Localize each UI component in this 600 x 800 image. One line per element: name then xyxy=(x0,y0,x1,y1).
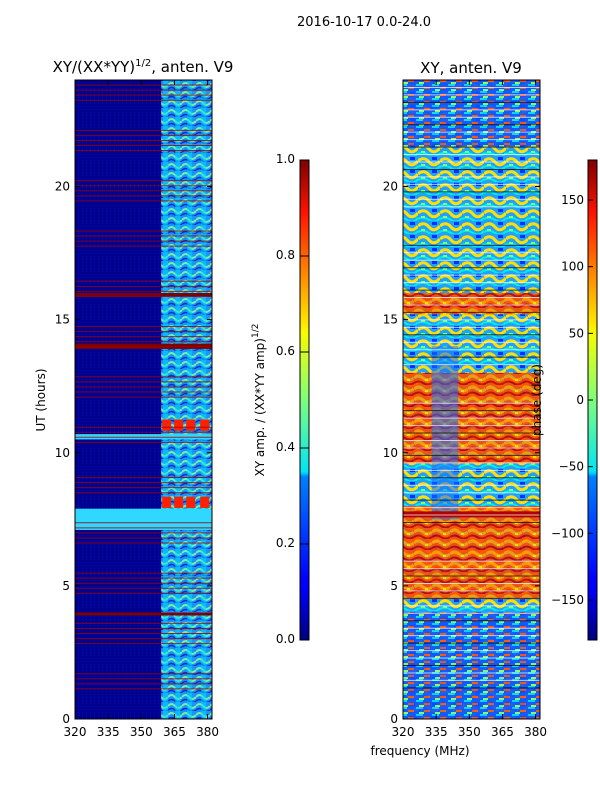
colorbar-tick-label: 0 xyxy=(576,393,584,407)
saturated-spot xyxy=(186,419,196,426)
saturated-spot xyxy=(186,496,196,503)
x-tick-label: 350 xyxy=(130,725,153,739)
amplitude-plot-frame xyxy=(74,79,213,720)
colorbar-tick-label: 0.4 xyxy=(276,440,295,454)
colorbar-tick-label: −50 xyxy=(559,460,584,474)
saturated-spot xyxy=(162,496,172,503)
amplitude-panel-title: XY/(XX*YY)1/2, anten. V9 xyxy=(53,58,234,76)
x-tick-label: 320 xyxy=(392,725,415,739)
saturated-spot xyxy=(174,419,184,426)
saturated-spot xyxy=(162,419,172,426)
phase-x-axis: 320 335 350 365 380 xyxy=(392,80,547,739)
high-amplitude-time-band xyxy=(75,508,212,530)
saturated-spot xyxy=(186,424,196,431)
y-tick-label: 0 xyxy=(62,712,70,726)
phase-colorbar-label: phase (deg) xyxy=(530,364,544,436)
phase-panel-title: XY, anten. V9 xyxy=(420,59,522,77)
amplitude-colorbar-label-text: XY amp. / (XX*YY amp) xyxy=(253,338,267,476)
y-tick-label: 10 xyxy=(383,446,398,460)
amplitude-colorbar: 0.0 0.2 0.4 0.6 0.8 1.0 XY amp. / (XX*YY amp)… xyxy=(251,152,310,646)
saturated-spot xyxy=(174,424,184,431)
colorbar-tick-label: 150 xyxy=(561,193,584,207)
colorbar-tick-label: 0.8 xyxy=(276,248,295,262)
amplitude-y-axis: 0 5 10 15 20 xyxy=(55,180,212,726)
colorbar-tick-label: −100 xyxy=(551,526,584,540)
amplitude-colorbar-gradient xyxy=(299,159,310,641)
phase-region xyxy=(403,293,540,315)
frequency-stripe xyxy=(201,80,207,719)
colorbar-tick-label: 0.6 xyxy=(276,344,295,358)
x-tick-label: 380 xyxy=(196,725,219,739)
frequency-stripe xyxy=(163,80,169,719)
colorbar-tick-label: −150 xyxy=(551,593,584,607)
colorbar-tick-label: 0.2 xyxy=(276,536,295,550)
x-tick-label: 380 xyxy=(524,725,547,739)
x-tick-label: 335 xyxy=(97,725,120,739)
high-amplitude-time-band xyxy=(75,434,212,440)
phase-region xyxy=(403,80,540,147)
saturated-spot xyxy=(174,502,184,508)
amplitude-panel: XY/(XX*YY)1/2, anten. V9 320 335 350 365 380… xyxy=(34,58,310,739)
saturated-time-band xyxy=(75,293,212,296)
x-tick-label: 365 xyxy=(491,725,514,739)
x-tick-label: 350 xyxy=(458,725,481,739)
phase-y-axis: 0 5 10 15 20 xyxy=(383,180,540,726)
saturated-spot xyxy=(162,424,172,431)
y-tick-label: 5 xyxy=(390,579,398,593)
amplitude-colorbar-label: XY amp. / (XX*YY amp)1/2 xyxy=(251,324,267,477)
saturated-spot xyxy=(200,502,210,508)
y-tick-label: 15 xyxy=(55,313,70,327)
x-tick-label: 365 xyxy=(163,725,186,739)
amplitude-heatmap xyxy=(74,79,213,720)
saturated-spot xyxy=(186,502,196,508)
saturated-spot xyxy=(200,419,210,426)
shared-x-axis-label: frequency (MHz) xyxy=(370,744,469,758)
saturated-spot xyxy=(174,496,184,503)
amplitude-heatmap-features xyxy=(75,80,212,720)
amplitude-colorbar-label-exponent: 1/2 xyxy=(251,324,261,338)
saturated-time-band xyxy=(75,343,212,349)
y-tick-label: 20 xyxy=(55,180,70,194)
phase-heatmap-features xyxy=(403,80,540,720)
amplitude-colorbar-ticks: 0.0 0.2 0.4 0.6 0.8 1.0 xyxy=(276,152,309,646)
y-tick-label: 15 xyxy=(383,313,398,327)
y-tick-label: 5 xyxy=(62,579,70,593)
y-tick-label: 0 xyxy=(390,712,398,726)
y-tick-label: 20 xyxy=(383,180,398,194)
amplitude-title-suffix: , anten. V9 xyxy=(151,58,233,76)
frequency-stripe xyxy=(175,80,181,719)
colorbar-tick-label: 100 xyxy=(561,260,584,274)
saturated-spot xyxy=(200,496,210,503)
amplitude-x-axis: 320 335 350 365 380 xyxy=(64,80,219,739)
amplitude-title-prefix: XY/(XX*YY) xyxy=(53,58,136,76)
phase-region xyxy=(403,506,540,600)
frequency-stripe xyxy=(187,80,193,719)
x-tick-label: 320 xyxy=(64,725,87,739)
phase-colorbar: −150 −100 −50 0 50 100 150 phase (deg) xyxy=(530,159,598,641)
figure-suptitle: 2016-10-17 0.0-24.0 xyxy=(297,15,431,30)
phase-colorbar-ticks: −150 −100 −50 0 50 100 150 xyxy=(551,193,593,607)
x-tick-label: 335 xyxy=(425,725,448,739)
saturated-spot xyxy=(200,424,210,431)
phase-panel: XY, anten. V9 320 335 350 365 380 0 5 10 15 20 −… xyxy=(383,59,598,739)
phase-plot-frame xyxy=(402,79,541,720)
colorbar-tick-label: 1.0 xyxy=(276,152,295,166)
phase-dark-band xyxy=(403,511,540,518)
amplitude-title-exponent: 1/2 xyxy=(135,58,151,69)
saturated-spot xyxy=(162,502,172,508)
y-tick-label: 10 xyxy=(55,446,70,460)
phase-heatmap xyxy=(402,79,541,720)
saturated-time-band xyxy=(75,612,212,616)
amplitude-y-axis-label: UT (hours) xyxy=(34,368,48,431)
colorbar-tick-label: 50 xyxy=(569,326,584,340)
colorbar-tick-label: 0.0 xyxy=(276,632,295,646)
